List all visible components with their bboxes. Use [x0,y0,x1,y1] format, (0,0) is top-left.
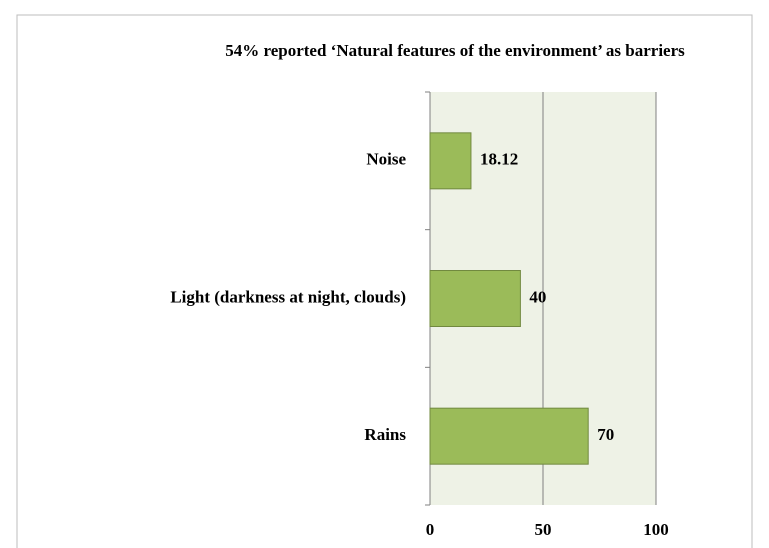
bar [429,407,589,465]
y-tick-label: Noise [366,150,406,169]
data-label: 70 [597,425,614,444]
chart-title: 54% reported ‘Natural features of the en… [225,41,685,60]
bar [429,132,472,190]
y-tick-label: Rains [364,425,406,444]
x-tick-label: 100 [643,520,669,539]
x-tick-label: 50 [535,520,552,539]
bar [429,270,521,327]
y-tick-label: Light (darkness at night, clouds) [170,287,406,306]
x-tick-label: 0 [426,520,435,539]
data-label: 40 [529,287,546,306]
data-label: 18.12 [480,150,518,169]
